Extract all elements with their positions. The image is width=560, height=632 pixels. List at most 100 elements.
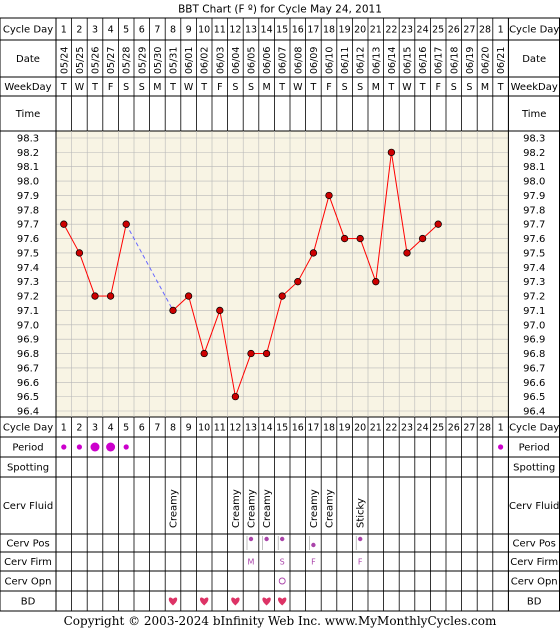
y-tick-label: 97.6 (17, 234, 39, 245)
temp-point (262, 349, 271, 358)
row-label-right-time: Time (521, 109, 546, 120)
y-tick-label-right: 97.5 (523, 248, 545, 259)
cycle-day-cell-bottom: 24 (417, 423, 429, 434)
y-tick-label-right: 97.4 (523, 263, 545, 274)
cycle-day-cell: 11 (214, 25, 226, 36)
cycle-day-cell-bottom: 23 (401, 423, 413, 434)
temp-point (418, 234, 427, 243)
date-cell: 05/31 (169, 47, 180, 74)
temp-point (91, 292, 99, 300)
date-cell: 06/09 (309, 47, 320, 74)
temp-line-segment (375, 152, 392, 282)
temp-point (356, 234, 364, 243)
row-label-period: Period (12, 443, 43, 454)
row-label-cerv-fluid: Cerv Fluid (3, 501, 53, 512)
cycle-day-cell-bottom: 5 (123, 423, 129, 434)
temp-point (60, 220, 68, 228)
cerv-fluid-entry: Creamy (247, 489, 258, 528)
cycle-day-cell-bottom: 1 (61, 423, 67, 434)
date-cell: 06/06 (262, 47, 273, 74)
cycle-day-cell: 18 (323, 25, 335, 36)
temp-line-segment (390, 152, 408, 254)
cycle-day-cell: 1 (498, 25, 504, 36)
weekday-cell: M (372, 82, 380, 93)
cycle-day-cell-bottom: 8 (170, 423, 176, 434)
chart-title: BBT Chart (F º) for Cycle May 24, 2011 (178, 4, 382, 16)
y-tick-label-right: 98.1 (523, 162, 545, 173)
temp-point (231, 392, 240, 401)
weekday-cell: W (402, 82, 412, 93)
row-label-cerv-pos: Cerv Pos (6, 539, 49, 550)
weekday-cell: S (451, 82, 457, 93)
cycle-day-cell: 23 (401, 25, 413, 36)
weekday-cell: M (153, 82, 161, 93)
cycle-day-cell: 6 (139, 25, 145, 36)
weekday-cell: S (466, 82, 472, 93)
cycle-day-cell: 15 (276, 25, 288, 36)
temp-line-segment (219, 310, 236, 397)
date-cell: 05/29 (137, 47, 148, 74)
cerv-opn-marker (278, 577, 286, 585)
weekday-cell: F (108, 82, 113, 93)
date-cell: 05/24 (59, 47, 70, 74)
date-cell: 06/11 (340, 47, 351, 74)
weekday-cell: S (342, 82, 348, 93)
cycle-day-cell: 20 (354, 25, 366, 36)
y-tick-label: 96.8 (17, 349, 39, 360)
row-label-right-cerv-firm: Cerv Firm (510, 557, 558, 568)
row-label-cerv-opn: Cerv Opn (5, 577, 52, 588)
weekday-cell: F (435, 82, 440, 93)
y-tick-label-right: 97.2 (523, 292, 545, 303)
cycle-day-cell: 9 (186, 25, 192, 36)
y-tick-label-right: 96.9 (523, 335, 545, 346)
row-label-date: Date (16, 54, 40, 65)
date-cell: 06/10 (325, 47, 336, 74)
weekday-cell: T (309, 82, 316, 93)
cycle-day-cell-bottom: 28 (479, 423, 491, 434)
temp-point (200, 349, 208, 358)
cycle-day-cell-bottom: 21 (370, 423, 382, 434)
y-tick-label: 97.2 (17, 292, 39, 303)
temp-point (340, 234, 349, 243)
y-tick-label-right: 97.3 (523, 277, 545, 288)
weekday-cell: T (60, 82, 67, 93)
temp-point (75, 249, 84, 257)
date-cell: 06/12 (356, 47, 367, 74)
cycle-day-cell: 3 (92, 25, 98, 36)
weekday-cell: M (481, 82, 489, 93)
y-tick-label: 98.1 (17, 162, 39, 173)
weekday-cell: S (123, 82, 129, 93)
cerv-firm-entry: M (248, 558, 255, 567)
y-tick-label: 97.1 (17, 306, 39, 317)
cycle-day-cell: 13 (245, 25, 257, 36)
cycle-day-cell-bottom: 17 (307, 423, 319, 434)
weekday-cell: T (169, 82, 176, 93)
y-tick-label: 96.4 (17, 407, 39, 418)
cerv-firm-entry: S (280, 558, 285, 567)
temp-line-segment (297, 252, 314, 282)
weekday-cell: S (139, 82, 145, 93)
weekday-cell: T (278, 82, 285, 93)
row-label-right-weekday: WeekDay (511, 82, 558, 93)
bd-heart-icon (168, 597, 178, 606)
temp-gap-line (125, 223, 174, 311)
y-tick-label-right: 97.1 (523, 306, 545, 317)
weekday-cell: W (75, 82, 85, 93)
temp-point (434, 220, 442, 228)
temp-point (184, 292, 193, 300)
weekday-cell: T (91, 82, 98, 93)
weekday-cell: W (184, 82, 194, 93)
row-label-bd: BD (21, 597, 36, 608)
cerv-pos-marker (264, 536, 269, 542)
row-label-cerv-firm: Cerv Firm (4, 557, 52, 568)
weekday-cell: S (248, 82, 254, 93)
temp-point (325, 191, 333, 200)
y-tick-label: 97.4 (17, 263, 39, 274)
temp-line-segment (359, 238, 377, 282)
y-tick-label-right: 98.0 (523, 177, 545, 188)
date-cell: 06/05 (247, 47, 258, 74)
date-cell: 06/08 (293, 47, 304, 74)
date-cell: 06/02 (200, 47, 211, 74)
cycle-day-cell: 28 (479, 25, 491, 36)
cerv-pos-marker (358, 536, 363, 542)
